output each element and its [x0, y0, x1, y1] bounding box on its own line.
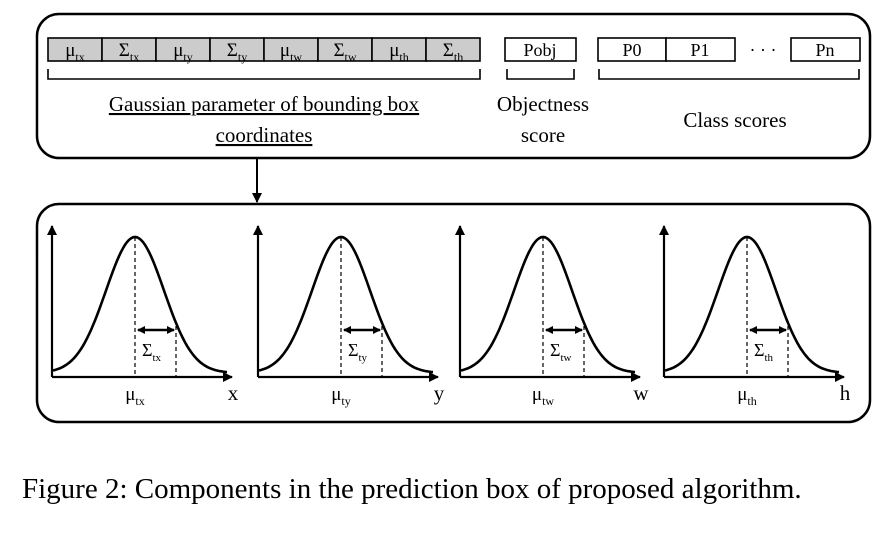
bottom-panel [35, 202, 872, 424]
param-cell-label: μty [173, 40, 193, 64]
gaussian-curve [258, 235, 434, 374]
diagram: μtx Σtx μty Σty μtw Σtw μth Σth Pobj P0 P1 Pn ·… [35, 12, 872, 424]
param-cell-label: μth [389, 40, 409, 64]
mu-label: μtw [532, 384, 555, 408]
axis-letter-x: x [228, 381, 239, 405]
param-cell-label: Σth [443, 40, 463, 64]
sigma-label: Σtx [142, 340, 162, 364]
class-cell-p1-label: P1 [690, 40, 709, 60]
param-cell-label: μtw [280, 40, 303, 64]
axis-letter-y: y [434, 381, 445, 405]
gaussian-plot-y: Σty μty y [253, 225, 445, 408]
gaussian-plot-w: Σtw μtw w [455, 225, 649, 408]
gaussian-parameter-cells: μtx Σtx μty Σty μtw Σtw μth Σth [47, 37, 481, 64]
objectness-cell-label: Pobj [523, 40, 556, 60]
param-cell-label: Σty [227, 40, 247, 64]
gaussian-curve [52, 235, 228, 374]
sigma-label: Σty [348, 340, 368, 364]
class-ellipsis: · · · [750, 40, 777, 60]
sigma-label: Σth [754, 340, 774, 364]
objectness-bracket [506, 69, 575, 80]
class-cell-p0-label: P0 [622, 40, 641, 60]
gaussian-bracket [47, 69, 481, 80]
param-cell-sigma-th [425, 37, 481, 62]
axis-letter-h: h [840, 381, 851, 405]
gaussian-label-line1: Gaussian parameter of bounding box [109, 92, 420, 116]
class-cell-pn-label: Pn [815, 40, 834, 60]
gaussian-plot-h: Σth μth h [659, 225, 851, 408]
class-scores-label: Class scores [683, 108, 786, 132]
param-cell-label: μtx [65, 40, 85, 64]
param-cell-label: Σtx [119, 40, 139, 64]
param-cell-label: Σtw [333, 40, 356, 64]
class-cell-pn [790, 37, 861, 62]
gaussian-plot-x: Σtx μtx x [47, 225, 239, 408]
figure-caption: Figure 2: Components in the prediction b… [22, 473, 802, 505]
mu-label: μth [737, 384, 757, 408]
sigma-label: Σtw [550, 340, 572, 364]
class-cell-p1 [665, 37, 736, 62]
mu-label: μty [331, 384, 351, 408]
gaussian-plots: Σtx μtx x Σty μty y Σtw μtw w Σth μth h [47, 225, 851, 408]
gaussian-label-line2: coordinates [216, 123, 313, 147]
top-panel [35, 12, 872, 160]
gaussian-curve [664, 235, 840, 374]
objectness-label-line1: Objectness [497, 92, 589, 116]
class-bracket [598, 69, 860, 80]
axis-letter-w: w [633, 381, 649, 405]
mu-label: μtx [125, 384, 145, 408]
objectness-cell [504, 37, 577, 62]
objectness-label-line2: score [521, 123, 565, 147]
gaussian-curve [460, 235, 636, 374]
